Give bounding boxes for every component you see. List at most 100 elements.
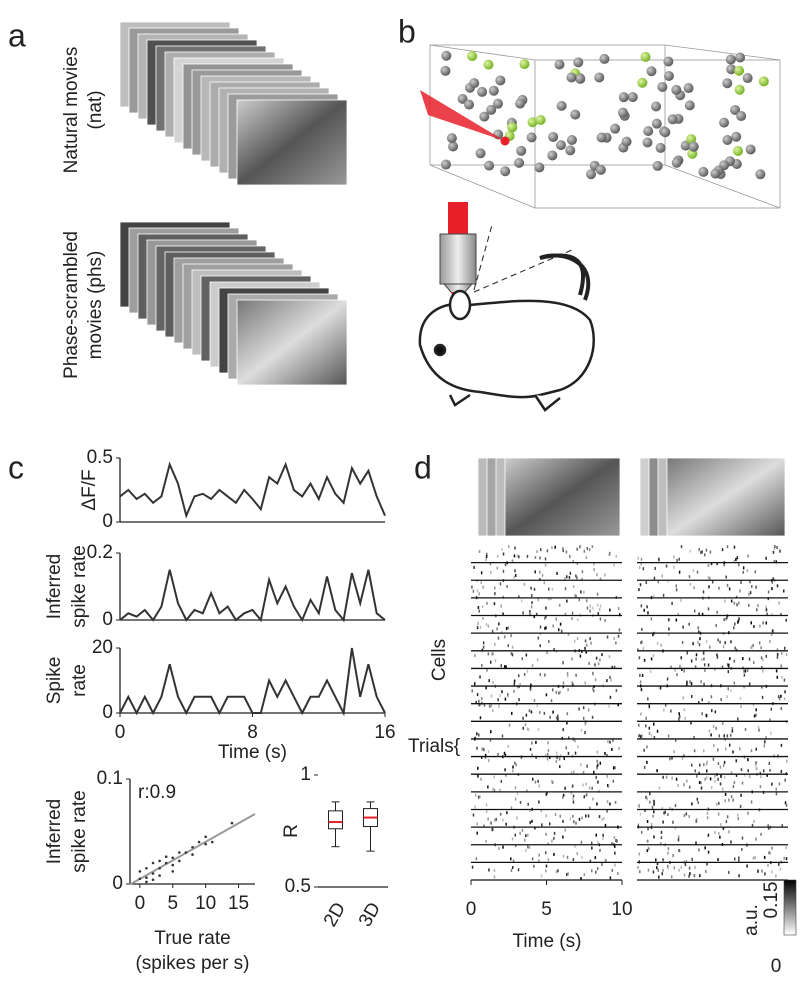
raster-pixel	[525, 653, 528, 657]
raster-pixel	[503, 751, 506, 755]
raster-pixel	[656, 641, 659, 645]
raster-pixel	[535, 612, 538, 616]
raster-pixel	[598, 815, 601, 819]
raster-pixel	[652, 870, 655, 874]
raster-pixel	[566, 599, 568, 603]
raster-pixel	[652, 722, 655, 726]
raster-pixel	[607, 740, 609, 744]
raster-pixel	[492, 652, 494, 656]
cell-sphere	[514, 157, 525, 168]
raster-pixel	[544, 673, 546, 677]
raster-pixel	[576, 852, 579, 856]
raster-pixel	[640, 830, 643, 834]
raster-pixel	[523, 672, 526, 676]
raster-pixel	[733, 545, 736, 549]
raster-pixel	[583, 795, 586, 799]
raster-pixel	[743, 673, 746, 677]
raster-pixel	[780, 651, 783, 655]
raster-pixel	[757, 604, 759, 608]
point	[164, 855, 168, 858]
raster-pixel	[718, 734, 721, 738]
cell-sphere	[488, 85, 499, 96]
raster-pixel	[703, 763, 705, 767]
raster-pixel	[733, 681, 736, 685]
raster-pixel	[752, 703, 755, 707]
raster-pixel	[755, 708, 757, 712]
raster-pixel	[514, 786, 517, 790]
raster-pixel	[533, 699, 536, 703]
raster-pixel	[695, 653, 698, 657]
raster-pixel	[589, 806, 591, 810]
row-label: Natural movies	[61, 47, 82, 174]
raster-pixel	[592, 797, 594, 801]
raster-pixel	[601, 863, 603, 867]
raster-pixel	[747, 554, 749, 558]
raster-pixel	[568, 736, 570, 740]
raster-pixel	[540, 874, 543, 878]
cell-sphere	[736, 111, 747, 122]
raster-pixel	[529, 687, 532, 691]
raster-pixel	[660, 836, 663, 840]
raster-pixel	[582, 706, 585, 710]
raster-pixel	[685, 812, 688, 816]
raster-pixel	[680, 865, 683, 869]
raster-pixel	[562, 793, 565, 797]
raster-pixel	[776, 652, 779, 656]
raster-pixel	[760, 775, 762, 779]
raster-pixel	[555, 617, 557, 621]
raster-pixel	[689, 872, 691, 876]
y-axis-title: Spike	[44, 657, 65, 705]
raster-pixel	[770, 633, 773, 637]
raster-pixel	[711, 709, 713, 713]
raster-pixel	[643, 765, 646, 769]
raster-pixel	[614, 863, 616, 867]
raster-pixel	[773, 547, 776, 551]
cell-sphere	[441, 50, 452, 61]
raster-pixel	[562, 854, 565, 858]
raster-pixel	[599, 577, 602, 581]
raster-pixel	[586, 764, 588, 768]
raster-pixel	[571, 657, 573, 661]
cell-sphere	[516, 145, 527, 156]
cell-sphere	[457, 93, 468, 104]
raster-pixel	[697, 640, 699, 644]
raster-pixel	[778, 696, 781, 700]
raster-pixel	[651, 805, 654, 809]
raster-pixel	[562, 681, 565, 685]
raster-pixel	[480, 581, 482, 585]
raster-pixel	[517, 868, 520, 872]
raster-pixel	[570, 771, 573, 775]
raster-pixel	[705, 548, 708, 552]
raster-pixel	[653, 576, 656, 580]
raster-pixel	[655, 866, 658, 870]
raster-pixel	[545, 626, 547, 630]
raster-pixel	[518, 698, 520, 702]
raster-pixel	[499, 693, 502, 697]
raster-pixel	[644, 808, 646, 812]
raster-pixel	[496, 554, 499, 558]
y-tick-label: 0.5	[87, 447, 113, 468]
raster-pixel	[770, 707, 773, 711]
raster-pixel	[735, 595, 738, 599]
raster-pixel	[751, 584, 753, 588]
cell-sphere	[484, 160, 495, 171]
raster-pixel	[785, 618, 787, 622]
colorbar-tick-label: 0	[771, 956, 782, 977]
row-label: (nat)	[85, 90, 106, 129]
cell-sphere	[492, 98, 503, 109]
raster-pixel	[681, 667, 683, 671]
raster-pixel	[784, 690, 786, 694]
raster-pixel	[539, 625, 542, 629]
raster-pixel	[575, 574, 577, 578]
cell-sphere	[651, 101, 662, 112]
raster-pixel	[763, 744, 766, 748]
raster-pixel	[769, 851, 771, 855]
raster-pixel	[482, 645, 485, 649]
mouse	[418, 253, 595, 412]
raster-pixel	[684, 716, 686, 720]
raster-pixel	[653, 810, 655, 814]
raster-pixel	[785, 652, 788, 656]
raster-pixel	[479, 716, 482, 720]
raster-pixel	[677, 838, 680, 842]
raster-pixel	[639, 680, 642, 684]
